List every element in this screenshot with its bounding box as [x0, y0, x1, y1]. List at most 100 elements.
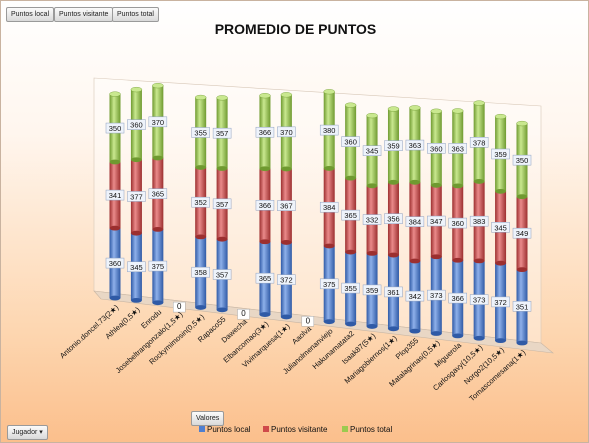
data-label: 366: [451, 294, 464, 303]
bar-segment: 378: [469, 100, 489, 184]
legend-item: Puntos visitante: [263, 425, 328, 434]
bar-group: 358 352 355: [191, 94, 210, 310]
data-label: 359: [494, 150, 507, 159]
bar-segment: 375: [148, 229, 168, 306]
data-label: 377: [130, 192, 143, 201]
bar-segment: 367: [277, 168, 296, 245]
bar-group: 0: [237, 308, 250, 320]
bar-group: 372 367 370: [277, 92, 296, 320]
bar-segment: 349: [512, 196, 532, 273]
data-label: 355: [194, 128, 207, 137]
bar-segment: 361: [384, 255, 403, 332]
bar-group: 375 384 380: [319, 89, 339, 325]
bar-group: 375 365 370: [148, 83, 168, 306]
data-label: 342: [409, 292, 422, 301]
bar-segment: 373: [469, 260, 489, 341]
bar-segment: 345: [362, 113, 382, 189]
data-label: 370: [152, 118, 165, 127]
chart-title: PROMEDIO DE PUNTOS: [214, 21, 377, 37]
bar-segment: 359: [384, 106, 403, 185]
data-label: 356: [387, 215, 400, 224]
bar-segment: 360: [127, 87, 146, 163]
bar-segment: 365: [341, 178, 360, 255]
bar-segment: 366: [255, 168, 275, 245]
field-button-valores[interactable]: Valores: [191, 411, 225, 426]
data-label: 363: [409, 141, 422, 150]
data-label: 366: [259, 128, 272, 137]
bar-group: 373 383 378: [469, 100, 489, 341]
bar-group: 365 366 366: [255, 93, 275, 317]
data-label: 384: [323, 203, 336, 212]
bar-segment: 345: [127, 233, 146, 303]
bar-segment: 342: [405, 261, 425, 334]
legend-label: Puntos total: [350, 425, 392, 434]
bar-segment: 357: [212, 239, 232, 313]
bar-segment: 357: [212, 168, 232, 242]
data-label: 355: [344, 284, 357, 293]
data-label: 360: [109, 259, 122, 268]
data-label: 361: [387, 288, 400, 297]
bar-group: 359 332 345: [362, 113, 382, 329]
bar-segment: 356: [384, 182, 403, 258]
bar-segment: 375: [319, 245, 339, 325]
bar-segment: 365: [255, 241, 275, 317]
bar-segment: 341: [105, 162, 125, 231]
data-label: 357: [216, 271, 229, 280]
bar-segment: 350: [512, 120, 532, 200]
data-label: 375: [323, 280, 336, 289]
bar-segment: 355: [191, 94, 210, 170]
bar-segment: 358: [191, 236, 210, 310]
bar-segment: 332: [362, 185, 382, 256]
data-label: 367: [280, 202, 293, 211]
axis-field-button-jugador[interactable]: Jugador: [7, 425, 48, 440]
data-label: 349: [516, 229, 529, 238]
data-label: 378: [473, 138, 486, 147]
data-label: 363: [451, 144, 464, 153]
bar-segment: 351: [512, 269, 532, 346]
bar-group: 372 345 359: [491, 114, 510, 344]
bar-segment: 384: [405, 182, 425, 264]
bar-segment: 373: [427, 256, 446, 336]
bar-group: 342 384 363: [405, 105, 425, 334]
data-label: 373: [473, 296, 486, 305]
data-label: 352: [194, 198, 207, 207]
data-label: 345: [130, 263, 143, 272]
data-label: 345: [366, 147, 379, 156]
legend-item: Puntos local: [199, 425, 251, 434]
bar-segment: 359: [491, 114, 510, 194]
bar-segment: 372: [491, 263, 510, 344]
data-label: 357: [216, 200, 229, 209]
data-label: 372: [280, 276, 293, 285]
data-label: 372: [494, 298, 507, 307]
field-button-puntos-local[interactable]: Puntos local: [6, 7, 55, 22]
data-label: 332: [366, 216, 379, 225]
bar-group: 345 377 360: [127, 87, 146, 303]
bar-segment: 360: [105, 228, 125, 301]
bar-segment: 352: [191, 167, 210, 240]
data-label: 365: [344, 211, 357, 220]
data-label: 360: [430, 144, 443, 153]
bar-group: 0: [301, 316, 315, 327]
legend: Puntos local Puntos visitante Puntos total: [199, 425, 392, 434]
bar-group: 351 349 350: [512, 120, 532, 346]
bar-segment: 370: [277, 92, 296, 172]
bar-segment: 366: [255, 93, 275, 172]
bar-group: 361 356 359: [384, 106, 403, 332]
bar-segment: 357: [212, 95, 232, 171]
bar-group: 355 365 360: [341, 102, 360, 327]
data-label: 0: [177, 302, 182, 311]
field-button-puntos-total[interactable]: Puntos total: [112, 7, 159, 22]
data-label: 0: [241, 309, 246, 318]
bar-segment: 345: [491, 191, 510, 266]
data-label: 370: [280, 128, 293, 137]
data-label: 347: [430, 217, 443, 226]
bar-group: 366 360 363: [448, 108, 467, 339]
data-label: 351: [516, 302, 529, 311]
bar-group: 357 357 357: [212, 95, 232, 313]
bar-segment: 360: [448, 185, 467, 263]
bar-group: 373 347 360: [427, 108, 446, 336]
data-label: 373: [430, 291, 443, 300]
data-label: 360: [344, 138, 357, 147]
bar-segment: 355: [341, 252, 360, 327]
